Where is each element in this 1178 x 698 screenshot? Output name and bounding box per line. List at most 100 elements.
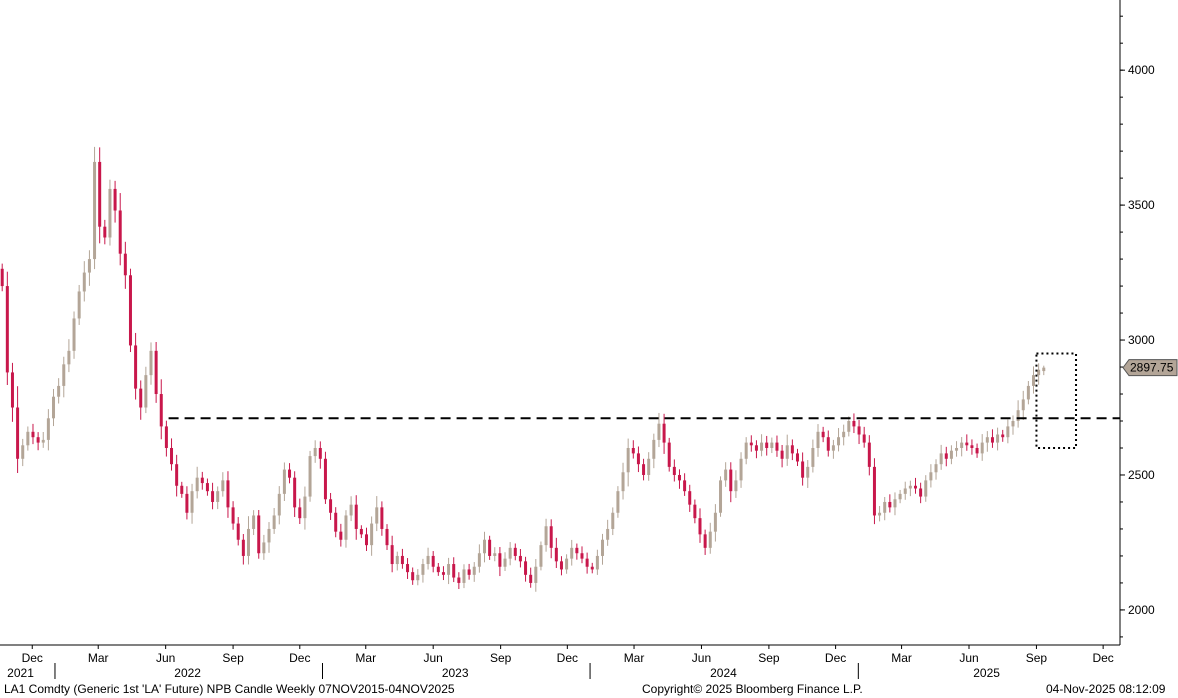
candle — [67, 339, 71, 373]
candle — [570, 539, 574, 566]
candle — [847, 416, 851, 437]
candle-body — [698, 518, 702, 535]
candle-body — [26, 431, 30, 446]
candle — [436, 563, 440, 576]
candle — [400, 548, 404, 569]
candle-body — [724, 469, 728, 481]
candle — [31, 423, 35, 445]
candle-body — [801, 461, 805, 478]
footer-copyright: Copyright© 2025 Bloomberg Finance L.P. — [642, 682, 863, 696]
candle — [590, 562, 594, 574]
candle-body — [919, 488, 923, 497]
candle-body — [1032, 375, 1036, 386]
candle-body — [313, 447, 317, 457]
candle-body — [1006, 426, 1010, 438]
candle — [62, 356, 66, 398]
candle-body — [16, 407, 20, 459]
candle — [616, 486, 620, 518]
candle — [990, 429, 994, 448]
candle-body — [144, 375, 148, 408]
highlight-box — [1035, 352, 1078, 449]
candle — [544, 518, 548, 552]
candle — [46, 409, 50, 451]
candle-body — [1016, 410, 1020, 422]
candle-body — [616, 491, 620, 513]
candle — [303, 486, 307, 530]
candle-body — [975, 447, 979, 454]
candle-body — [252, 515, 256, 529]
candle-body — [857, 426, 861, 435]
candle — [103, 219, 107, 245]
candle — [16, 386, 20, 473]
candlestick-chart: 2000 2500 3000 3500 4000 2897.75 Dec Mar Jun Sep D… — [0, 0, 1178, 680]
candle-body — [585, 558, 589, 567]
candle — [683, 473, 687, 496]
candle — [960, 437, 964, 457]
candle — [334, 507, 338, 538]
candle-body — [462, 569, 466, 583]
candle-body — [929, 472, 933, 481]
candle — [806, 460, 810, 488]
candle-body — [719, 480, 723, 513]
candle — [493, 547, 497, 562]
candle — [123, 241, 127, 289]
candle-body — [380, 507, 384, 529]
candle — [908, 480, 912, 497]
candle-body — [1042, 367, 1046, 372]
candle-body — [990, 437, 994, 443]
candle-body — [406, 564, 410, 573]
candle — [0, 263, 4, 292]
candle — [878, 505, 882, 522]
candle-body — [996, 434, 1000, 443]
candle — [221, 472, 225, 497]
candle-body — [631, 447, 635, 454]
candle-body — [339, 531, 343, 540]
candle-body — [200, 477, 204, 484]
x-month-label: Jun — [959, 651, 978, 665]
candle-body — [431, 555, 435, 567]
candle-body — [195, 477, 199, 492]
candle — [554, 537, 558, 569]
candle-body — [308, 456, 312, 497]
candle — [980, 434, 984, 461]
candle-body — [529, 574, 533, 583]
candle-body — [667, 442, 671, 467]
candle-body — [282, 469, 286, 494]
candle-body — [908, 485, 912, 489]
candle-body — [298, 507, 302, 519]
candle — [134, 332, 138, 400]
candle-body — [898, 493, 902, 500]
x-month-label: Dec — [825, 651, 846, 665]
candle — [339, 523, 343, 547]
candle — [267, 522, 271, 553]
candle — [36, 432, 40, 451]
candle-body — [765, 442, 769, 448]
candle — [175, 454, 179, 497]
candle — [282, 462, 286, 501]
candle — [611, 507, 615, 536]
candle — [236, 517, 240, 546]
candle-body — [118, 210, 122, 254]
candle — [647, 452, 651, 481]
candle-body — [754, 445, 758, 451]
candle — [477, 544, 481, 573]
candle — [821, 426, 825, 443]
candle-body — [590, 566, 594, 570]
candle — [108, 179, 112, 246]
candle — [518, 548, 522, 568]
candle — [539, 541, 543, 571]
candle — [893, 492, 897, 516]
candle-body — [780, 450, 784, 459]
candle-body — [713, 512, 717, 532]
candle — [621, 462, 625, 500]
last-price-tag-shape — [1122, 359, 1178, 377]
candle-body — [57, 385, 61, 397]
candle-body — [749, 442, 753, 446]
candle-body — [657, 423, 661, 440]
candle-body — [159, 394, 163, 427]
candle-body — [847, 421, 851, 432]
candle-body — [524, 561, 528, 575]
x-year-label: 2023 — [442, 666, 469, 680]
candle-body — [595, 555, 599, 570]
candle-body — [334, 512, 338, 532]
